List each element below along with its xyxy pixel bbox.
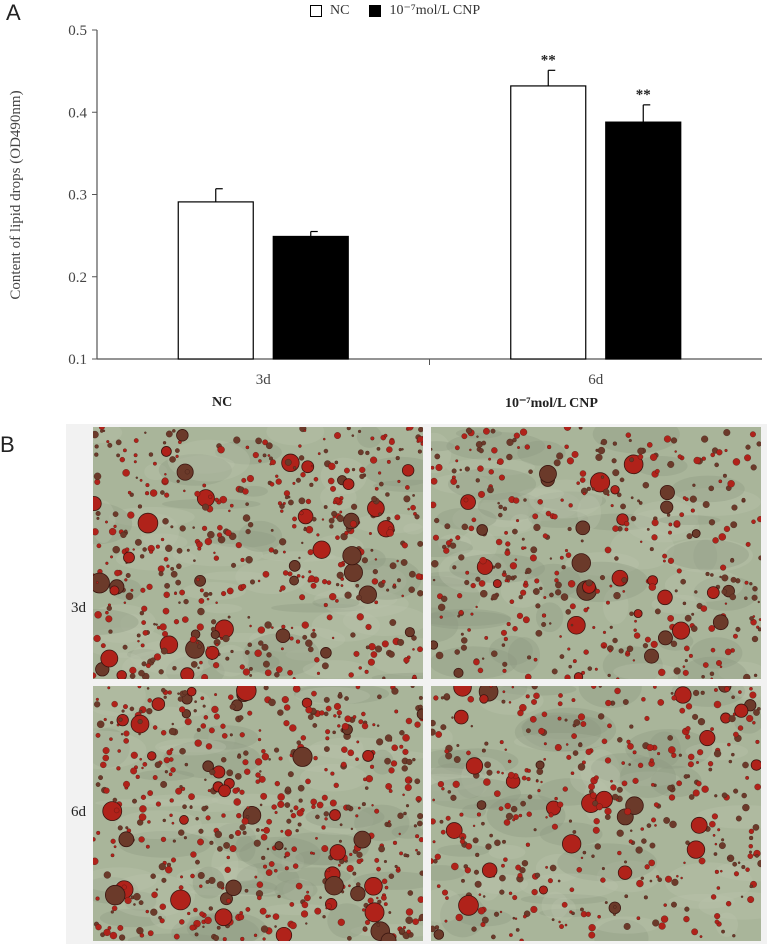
significance-marker: **	[541, 52, 556, 68]
panel-a-label: A	[6, 0, 21, 25]
micrograph-row-label-6d: 6d	[71, 804, 86, 820]
micrograph-image	[431, 686, 761, 941]
bar-nc-3d	[177, 201, 254, 360]
x-tick-label: 6d	[588, 372, 604, 388]
micrograph-cnp-6d	[431, 686, 761, 941]
bar-nc-6d	[510, 85, 587, 360]
panel-b-label: B	[0, 432, 15, 457]
bar-cnp-6d	[605, 121, 682, 360]
y-axis-label: Content of lipid drops (OD490nm)	[8, 90, 24, 299]
y-tick-label: 0.1	[68, 352, 87, 368]
micrograph-nc-3d	[93, 427, 423, 679]
significance-marker: **	[636, 87, 651, 103]
y-tick-label: 0.4	[68, 105, 87, 121]
legend-swatch-nc	[310, 4, 322, 17]
x-tick-label: 3d	[256, 372, 272, 388]
micrograph-image	[431, 427, 761, 679]
micrograph-image	[93, 427, 423, 679]
y-tick-label: 0.2	[68, 270, 87, 286]
bar-cnp-3d	[272, 235, 349, 360]
legend-label-cnp: 10⁻⁷mol/L CNP	[389, 3, 481, 18]
micrograph-nc-6d	[93, 686, 423, 941]
y-tick-label: 0.3	[68, 188, 87, 204]
legend-label-nc: NC	[330, 2, 350, 18]
micrograph-column-label-cnp: 10⁻⁷mol/L CNP	[505, 396, 598, 411]
micrograph-column-label-nc: NC	[212, 395, 233, 410]
micrograph-row-label-3d: 3d	[71, 600, 86, 616]
legend-swatch-cnp	[369, 4, 382, 17]
y-tick-label: 0.5	[68, 23, 87, 39]
micrograph-cnp-3d	[431, 427, 761, 679]
bar-chart: Content of lipid drops (OD490nm) 0.1 0.2 0…	[8, 23, 762, 388]
micrograph-image	[93, 686, 423, 941]
chart-legend: NC 10⁻⁷mol/L CNP	[310, 2, 480, 19]
